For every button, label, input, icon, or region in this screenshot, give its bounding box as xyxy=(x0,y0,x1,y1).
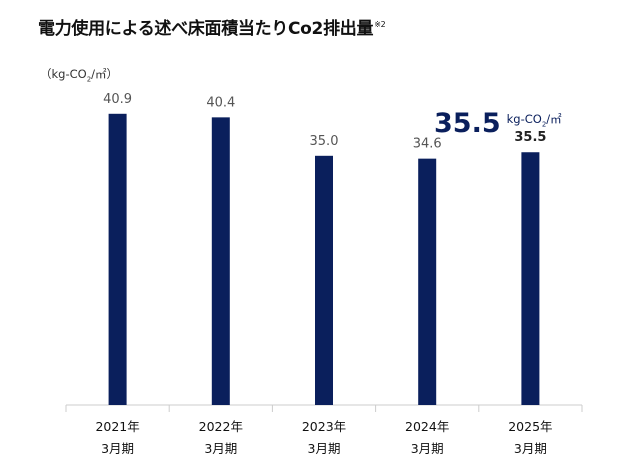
x-tick-label-year-5: 2025年 xyxy=(508,419,552,434)
x-tick-label-year-1: 2021年 xyxy=(95,419,139,434)
bar-5 xyxy=(521,152,540,405)
highlight-callout: 35.5 kg-CO2/㎡ xyxy=(434,108,562,139)
x-tick-label-period-3: 3月期 xyxy=(308,441,341,456)
chart-title: 電力使用による述べ床面積当たりCo2排出量※2 xyxy=(38,14,386,39)
x-tick-label-period-1: 3月期 xyxy=(101,441,134,456)
y-unit-label-sub: 2 xyxy=(86,75,92,84)
highlight-unit-suffix: /㎡ xyxy=(546,112,562,126)
y-unit-label-suffix: /㎡） xyxy=(91,67,119,81)
x-tick-label-year-3: 2023年 xyxy=(302,419,346,434)
y-unit-label-main: （kg-CO xyxy=(40,67,87,81)
x-tick-label-period-2: 3月期 xyxy=(204,441,237,456)
x-tick-label-year-4: 2024年 xyxy=(405,419,449,434)
value-label-1: 40.9 xyxy=(103,92,132,107)
highlight-unit-sub: 2 xyxy=(541,120,547,129)
chart-title-text: 電力使用による述べ床面積当たりCo2排出量 xyxy=(38,19,374,39)
bar-3 xyxy=(315,155,333,405)
highlight-value: 35.5 xyxy=(434,108,501,139)
x-tick-label-period-4: 3月期 xyxy=(411,441,444,456)
value-label-2: 40.4 xyxy=(206,95,235,110)
bar-2 xyxy=(211,117,230,406)
x-tick-label-year-2: 2022年 xyxy=(199,419,243,434)
highlight-unit-main: kg-CO xyxy=(506,112,542,126)
bar-1 xyxy=(108,113,127,406)
bar-4 xyxy=(418,158,437,405)
value-label-5: 35.5 xyxy=(514,130,546,145)
highlight-unit: kg-CO2/㎡ xyxy=(506,112,562,129)
value-label-3: 35.0 xyxy=(310,134,339,149)
x-tick-label-period-5: 3月期 xyxy=(514,441,547,456)
chart-title-note: ※2 xyxy=(374,20,386,30)
y-unit-label: （kg-CO2/㎡） xyxy=(40,66,118,83)
value-label-4: 34.6 xyxy=(413,137,442,152)
